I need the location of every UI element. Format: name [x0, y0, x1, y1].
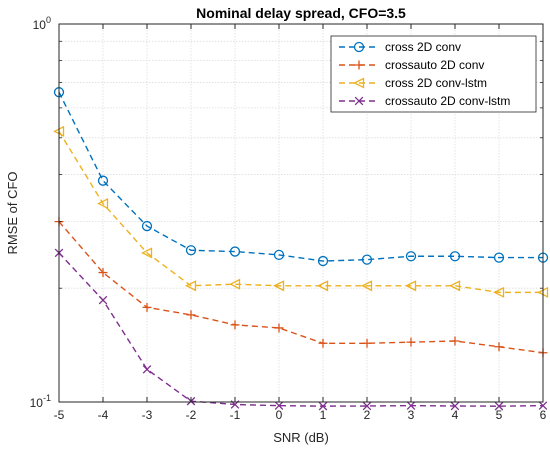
chart-title: Nominal delay spread, CFO=3.5	[196, 5, 406, 21]
data-point	[361, 254, 373, 265]
data-point	[406, 337, 416, 347]
legend-label: cross 2D conv	[385, 40, 461, 54]
data-point	[141, 247, 153, 259]
x-tick-label: -3	[142, 408, 153, 422]
x-tick-label: 2	[364, 408, 371, 422]
data-point	[185, 245, 197, 256]
legend-item: crossauto 2D conv-lstm	[339, 94, 510, 108]
data-point	[97, 197, 109, 210]
data-point	[185, 280, 197, 292]
data-point	[97, 175, 109, 186]
data-point	[494, 342, 504, 352]
data-point	[405, 280, 417, 292]
data-point	[405, 251, 417, 262]
legend-item: cross 2D conv-lstm	[339, 76, 487, 90]
data-point	[361, 280, 373, 292]
data-point	[229, 278, 241, 290]
data-point	[230, 320, 240, 330]
data-point	[449, 251, 461, 262]
data-point	[354, 60, 364, 70]
legend-label: crossauto 2D conv	[385, 58, 484, 72]
data-point	[362, 338, 372, 348]
series-line	[58, 221, 544, 354]
data-point	[274, 401, 284, 410]
x-tick-label: 0	[276, 408, 283, 422]
series-line	[58, 91, 543, 262]
data-point	[318, 338, 328, 348]
x-tick-label: 4	[452, 408, 459, 422]
data-point	[229, 246, 241, 257]
data-point	[141, 220, 153, 232]
series-line	[58, 252, 544, 407]
data-point	[493, 252, 505, 263]
legend-label: crossauto 2D conv-lstm	[385, 94, 510, 108]
data-point	[98, 268, 108, 278]
data-point	[362, 401, 372, 411]
data-point	[318, 401, 328, 411]
data-point	[450, 401, 460, 411]
data-point	[353, 77, 365, 89]
x-tick-label: 5	[496, 408, 503, 422]
y-tick-label: 100	[33, 15, 51, 32]
series-cross-2d-conv-lstm	[53, 125, 549, 298]
x-tick-label: -1	[230, 408, 241, 422]
data-point	[354, 96, 364, 106]
x-tick-label: 6	[540, 408, 547, 422]
legend-item: crossauto 2D conv	[339, 58, 484, 72]
data-point	[494, 401, 504, 411]
ticks: -5 -4 -3 -2 -1 0 1 2 3 4 5 6 100 10-1	[30, 15, 547, 422]
series-line	[58, 130, 543, 294]
data-point	[538, 401, 548, 410]
data-point	[406, 401, 416, 410]
x-tick-label: -4	[98, 408, 109, 422]
x-tick-label: -5	[54, 408, 65, 422]
data-point	[274, 323, 284, 333]
legend-label: cross 2D conv-lstm	[385, 76, 487, 90]
series-crossauto-2d-conv	[54, 217, 548, 358]
axes-box	[58, 23, 544, 403]
data-point	[273, 280, 285, 292]
data-point	[449, 280, 461, 292]
x-tick-label: 1	[320, 408, 327, 422]
legend: cross 2D conv crossauto 2D conv cross 2D c…	[330, 35, 537, 113]
data-point	[353, 41, 365, 53]
data-point	[142, 302, 152, 312]
data-point	[493, 286, 505, 298]
data-point	[273, 249, 285, 261]
legend-box	[330, 35, 537, 113]
x-tick-label: 3	[408, 408, 415, 422]
data-point	[317, 280, 329, 292]
data-point	[186, 310, 196, 320]
y-tick-label: 10-1	[30, 393, 51, 410]
data-point	[98, 295, 108, 305]
data-point	[450, 336, 460, 346]
x-axis-label: SNR (dB)	[273, 430, 329, 445]
x-tick-label: -2	[186, 408, 197, 422]
y-axis-label: RMSE of CFO	[5, 171, 20, 254]
data-point	[317, 255, 329, 267]
legend-item: cross 2D conv	[339, 40, 461, 54]
data-point	[142, 365, 152, 374]
